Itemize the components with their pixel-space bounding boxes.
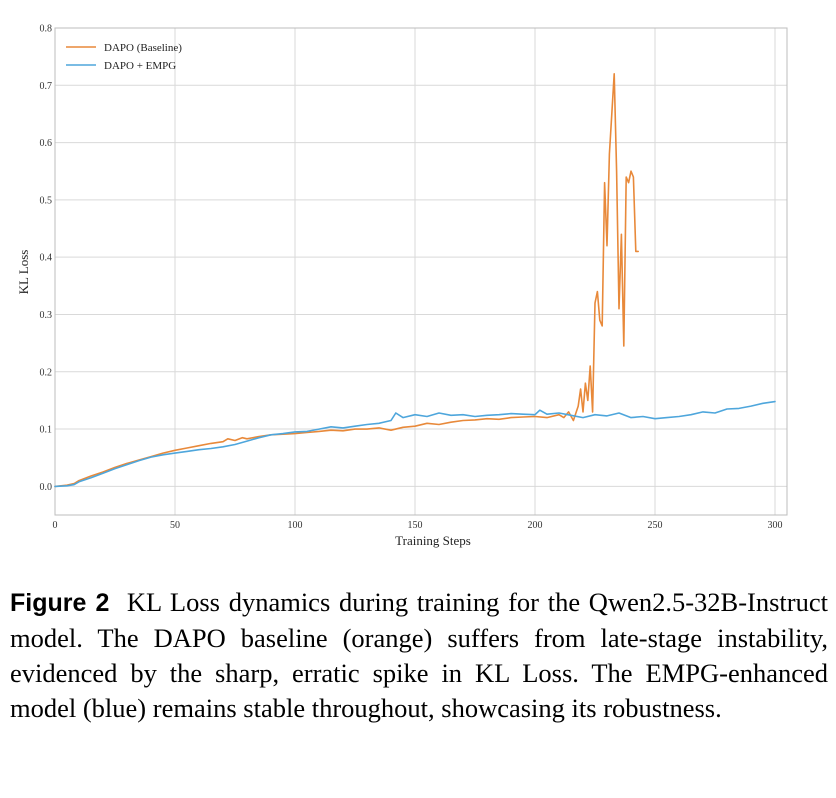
- series-lines: [54, 73, 776, 488]
- x-tick-label: 0: [53, 520, 58, 531]
- x-tick-label: 200: [528, 520, 543, 531]
- x-tick-label: 250: [648, 520, 663, 531]
- figure-caption: Figure 2 KL Loss dynamics during trainin…: [10, 585, 828, 726]
- x-tick-label: 50: [170, 520, 180, 531]
- x-tick-label: 100: [288, 520, 303, 531]
- y-axis-label: KL Loss: [16, 250, 31, 295]
- y-tick-label: 0.8: [40, 24, 53, 35]
- x-tick-label: 300: [768, 520, 783, 531]
- legend: DAPO (Baseline) DAPO + EMPG: [66, 42, 182, 72]
- y-tick-label: 0.3: [40, 310, 53, 321]
- grid: [54, 27, 787, 515]
- kl-loss-chart: 0 50 100 150 200 250 300 0.0 0.1 0.2 0.3 0.4 0.5 0.6…: [16, 24, 788, 548]
- legend-label-dapo-baseline: DAPO (Baseline): [104, 42, 182, 54]
- figure-label: Figure 2: [10, 589, 110, 617]
- series-line-dapo-empg: [54, 400, 776, 488]
- y-tick-label: 0.5: [40, 195, 53, 206]
- plot-frame: [54, 27, 788, 516]
- series-line-dapo-baseline: [54, 73, 640, 488]
- y-tick-label: 0.6: [40, 138, 53, 149]
- y-tick-label: 0.1: [40, 425, 53, 436]
- y-tick-label: 0.2: [40, 367, 53, 378]
- x-axis-label: Training Steps: [395, 533, 471, 548]
- legend-label-dapo-empg: DAPO + EMPG: [104, 60, 176, 72]
- y-tick-label: 0.4: [40, 253, 53, 264]
- y-tick-label: 0.7: [40, 81, 53, 92]
- x-tick-label: 150: [408, 520, 423, 531]
- y-tick-labels: 0.0 0.1 0.2 0.3 0.4 0.5 0.6 0.7 0.8: [40, 24, 53, 493]
- caption-text: KL Loss dynamics during training for the…: [10, 587, 828, 723]
- y-tick-label: 0.0: [40, 482, 53, 493]
- x-tick-labels: 0 50 100 150 200 250 300: [53, 520, 783, 531]
